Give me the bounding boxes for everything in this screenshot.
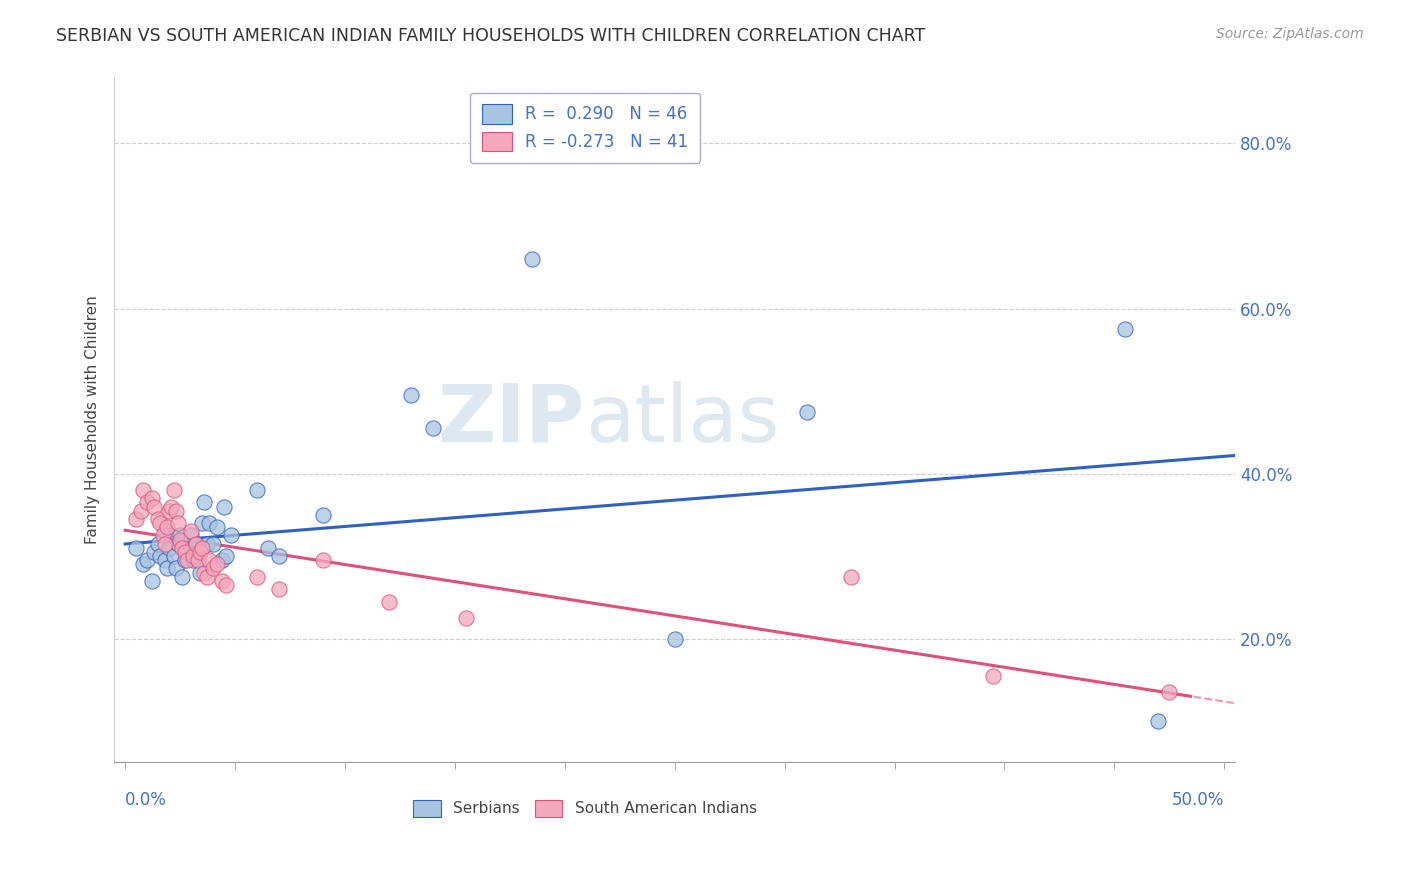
Point (165, 504, 187, 518)
Point (132, 558, 155, 572)
Point (983, 669, 1005, 683)
Point (191, 541, 214, 555)
Point (173, 545, 195, 559)
Text: atlas: atlas (585, 381, 779, 459)
Point (193, 566, 215, 580)
Point (1147, 714, 1170, 728)
Point (157, 541, 180, 555)
Point (169, 533, 191, 547)
Point (207, 520, 229, 534)
Point (312, 508, 335, 522)
Point (246, 483, 269, 497)
Point (193, 495, 215, 509)
Point (141, 491, 163, 506)
Point (664, 632, 686, 646)
Point (267, 549, 290, 563)
Point (211, 553, 233, 567)
Point (125, 512, 148, 526)
Point (153, 537, 176, 551)
Point (796, 405, 818, 419)
Point (149, 516, 172, 530)
Point (153, 524, 176, 539)
Point (195, 570, 218, 584)
Text: SERBIAN VS SOUTH AMERICAN INDIAN FAMILY HOUSEHOLDS WITH CHILDREN CORRELATION CHA: SERBIAN VS SOUTH AMERICAN INDIAN FAMILY … (56, 27, 925, 45)
Point (197, 516, 219, 530)
Point (142, 545, 165, 559)
Point (184, 537, 207, 551)
Point (312, 553, 335, 567)
Point (149, 549, 172, 563)
Point (160, 500, 183, 514)
Point (246, 570, 269, 584)
Point (156, 561, 179, 575)
Point (187, 553, 209, 567)
Point (136, 495, 159, 509)
Point (197, 553, 219, 567)
Point (454, 611, 477, 625)
Point (195, 537, 218, 551)
Point (180, 528, 202, 542)
Point (378, 594, 401, 608)
Point (399, 388, 422, 402)
Point (215, 549, 238, 563)
Point (257, 541, 280, 555)
Point (267, 582, 290, 596)
Point (157, 504, 180, 518)
Point (184, 537, 207, 551)
Point (165, 561, 187, 575)
Point (172, 541, 194, 555)
Point (1114, 322, 1136, 336)
Point (160, 528, 183, 542)
Point (191, 516, 214, 530)
Point (187, 545, 209, 559)
Point (188, 566, 211, 580)
Point (422, 421, 444, 435)
Point (156, 520, 179, 534)
Y-axis label: Family Households with Children: Family Households with Children (86, 295, 100, 544)
Text: 0.0%: 0.0% (125, 791, 167, 809)
Point (181, 549, 204, 563)
Point (167, 537, 190, 551)
Point (520, 252, 543, 266)
Point (207, 558, 229, 572)
Point (152, 528, 174, 542)
Legend: Serbians, South American Indians: Serbians, South American Indians (408, 793, 763, 823)
Text: Source: ZipAtlas.com: Source: ZipAtlas.com (1216, 27, 1364, 41)
Point (219, 528, 242, 542)
Point (162, 549, 184, 563)
Point (129, 504, 152, 518)
Point (169, 528, 191, 542)
Point (181, 553, 204, 567)
Text: ZIP: ZIP (437, 381, 585, 459)
Point (146, 512, 169, 526)
Point (125, 541, 148, 555)
Point (180, 541, 202, 555)
Point (202, 537, 225, 551)
Point (162, 483, 184, 497)
Point (211, 574, 233, 588)
Point (146, 537, 169, 551)
Point (167, 516, 190, 530)
Point (180, 524, 202, 539)
Point (202, 561, 225, 575)
Text: 50.0%: 50.0% (1171, 791, 1225, 809)
Point (172, 570, 194, 584)
Point (839, 570, 862, 584)
Point (136, 553, 159, 567)
Point (132, 483, 155, 497)
Point (176, 545, 198, 559)
Point (142, 500, 165, 514)
Point (215, 578, 238, 592)
Point (153, 553, 176, 567)
Point (1159, 685, 1181, 699)
Point (188, 545, 211, 559)
Point (173, 553, 195, 567)
Point (176, 553, 198, 567)
Point (141, 574, 163, 588)
Point (212, 500, 235, 514)
